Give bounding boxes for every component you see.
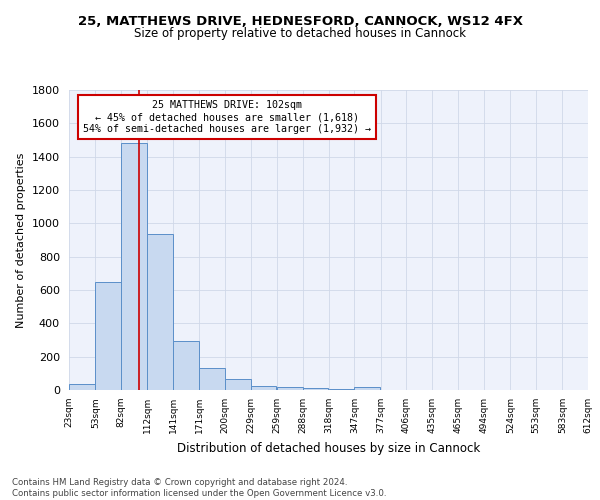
Bar	[329, 389, 355, 390]
Bar	[302, 388, 328, 390]
Bar	[69, 384, 95, 390]
Text: Contains HM Land Registry data © Crown copyright and database right 2024.
Contai: Contains HM Land Registry data © Crown c…	[12, 478, 386, 498]
Bar	[277, 386, 302, 390]
Bar	[173, 341, 199, 390]
Bar	[199, 368, 225, 390]
Bar	[355, 386, 380, 390]
Bar	[148, 234, 173, 390]
Text: 25 MATTHEWS DRIVE: 102sqm
← 45% of detached houses are smaller (1,618)
54% of se: 25 MATTHEWS DRIVE: 102sqm ← 45% of detac…	[83, 100, 371, 134]
Bar	[225, 379, 251, 390]
Text: 25, MATTHEWS DRIVE, HEDNESFORD, CANNOCK, WS12 4FX: 25, MATTHEWS DRIVE, HEDNESFORD, CANNOCK,…	[77, 15, 523, 28]
Text: Size of property relative to detached houses in Cannock: Size of property relative to detached ho…	[134, 28, 466, 40]
Bar	[121, 144, 146, 390]
Bar	[251, 386, 276, 390]
Y-axis label: Number of detached properties: Number of detached properties	[16, 152, 26, 328]
X-axis label: Distribution of detached houses by size in Cannock: Distribution of detached houses by size …	[177, 442, 480, 454]
Bar	[95, 282, 121, 390]
